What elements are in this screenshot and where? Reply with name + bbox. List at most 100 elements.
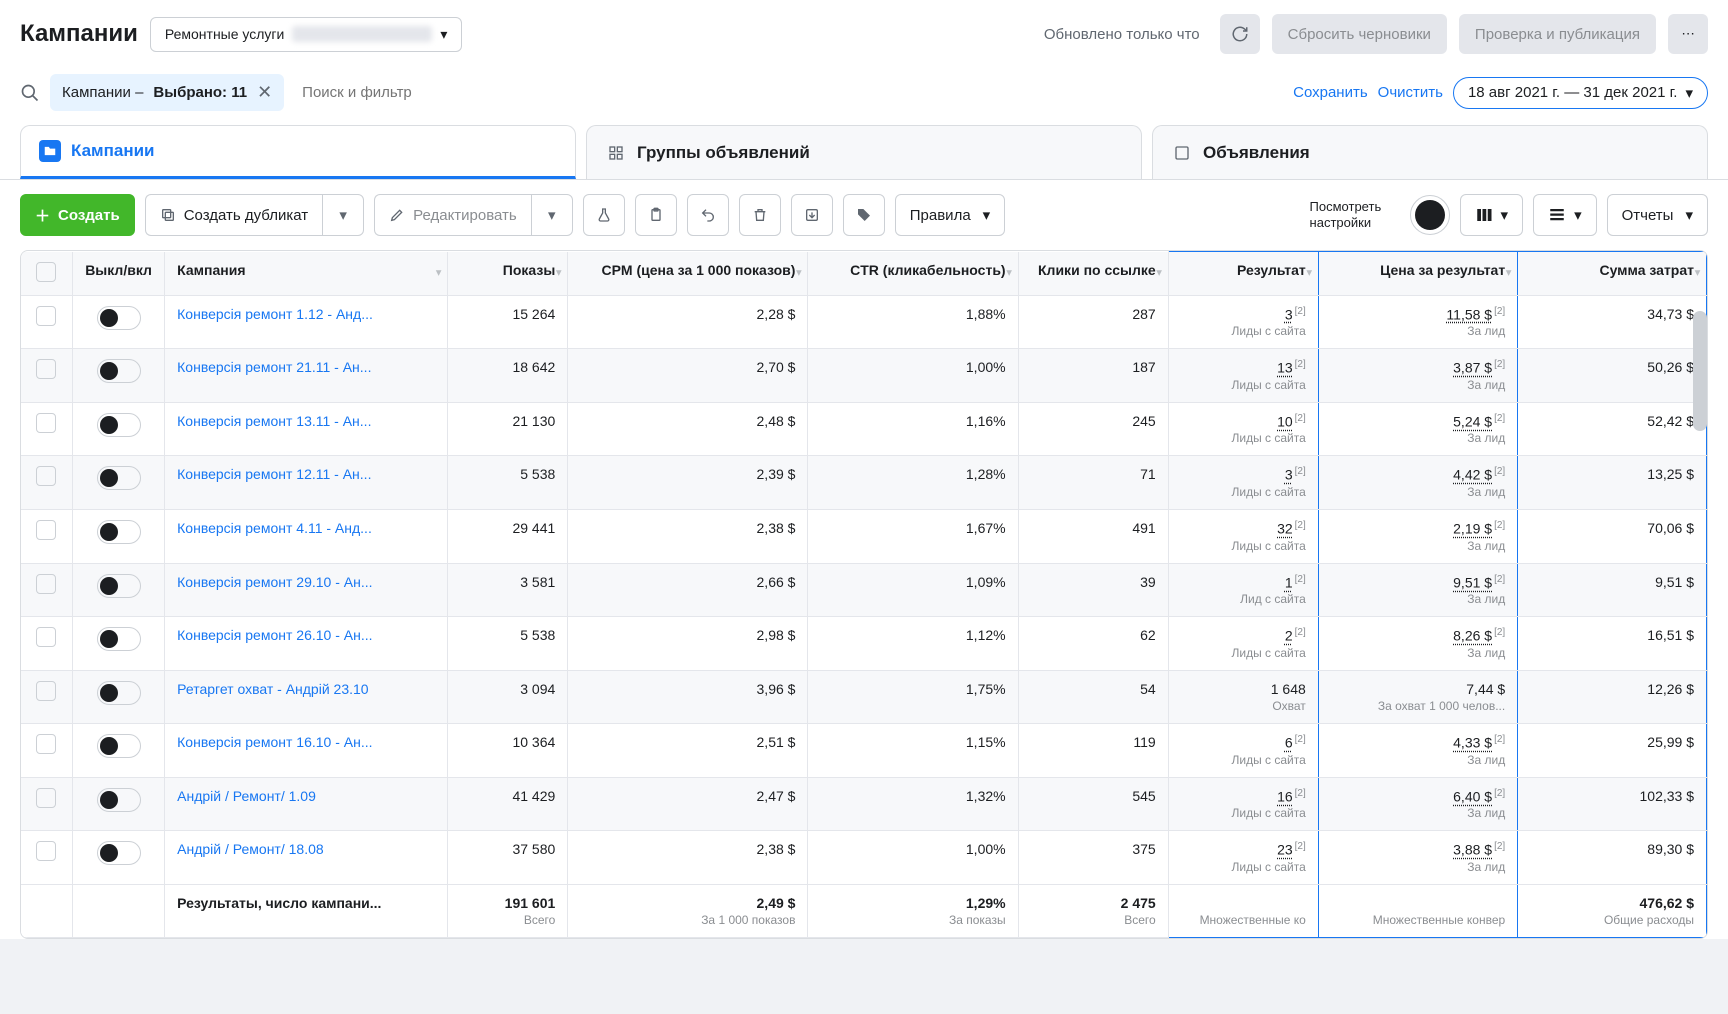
campaign-name-link[interactable]: Конверсія ремонт 21.11 - Ан... [177,359,435,375]
clear-filter-link[interactable]: Очистить [1378,84,1443,101]
header-spend[interactable]: Сумма затрат▾ [1518,252,1707,296]
cell-ctr: 1,75% [808,671,1018,724]
table-row[interactable]: Андрій / Ремонт/ 1.09 41 429 2,47 $ 1,32… [21,777,1707,831]
search-input[interactable] [294,76,1283,109]
header-impressions[interactable]: Показы▾ [448,252,568,296]
header-campaign[interactable]: Кампания▾ [165,252,448,296]
header-result[interactable]: Результат▾ [1168,252,1318,296]
filter-chip-close[interactable]: ✕ [257,82,272,103]
duplicate-more-button[interactable]: ▾ [322,194,364,236]
more-button[interactable]: ⋯ [1668,14,1708,54]
campaign-name-link[interactable]: Конверсія ремонт 13.11 - Ан... [177,413,435,429]
account-selector[interactable]: Ремонтные услуги ▾ [150,17,463,52]
row-checkbox[interactable] [21,510,72,564]
reset-drafts-button[interactable]: Сбросить черновики [1272,14,1447,54]
header-ctr[interactable]: CTR (кликабельность)▾ [808,252,1018,296]
cell-result: 1 648Охват [1168,671,1318,724]
cell-cpm: 2,70 $ [568,349,808,403]
view-toggle[interactable] [1410,195,1450,235]
row-toggle[interactable] [72,402,164,456]
export-button[interactable] [791,194,833,236]
top-bar: Кампании Ремонтные услуги ▾ Обновлено то… [0,0,1728,68]
edit-button[interactable]: Редактировать [374,194,531,236]
scrollbar[interactable] [1693,311,1707,431]
row-checkbox[interactable] [21,456,72,510]
tab-ads[interactable]: Объявления [1152,125,1708,179]
rules-label: Правила [910,207,971,224]
campaign-name-link[interactable]: Конверсія ремонт 12.11 - Ан... [177,466,435,482]
ab-test-button[interactable] [583,194,625,236]
cell-clicks: 375 [1018,831,1168,885]
cell-impressions: 3 094 [448,671,568,724]
rules-button[interactable]: Правила▾ [895,194,1005,236]
export-icon [804,207,820,223]
row-checkbox[interactable] [21,617,72,671]
campaign-name-link[interactable]: Ретаргет охват - Андрій 23.10 [177,681,435,697]
row-checkbox[interactable] [21,831,72,885]
table-row[interactable]: Конверсія ремонт 4.11 - Анд... 29 441 2,… [21,510,1707,564]
tab-campaigns[interactable]: Кампании [20,125,576,179]
copy-button[interactable] [635,194,677,236]
row-toggle[interactable] [72,349,164,403]
breakdown-button[interactable]: ▾ [1533,194,1597,236]
campaign-name-link[interactable]: Конверсія ремонт 4.11 - Анд... [177,520,435,536]
refresh-button[interactable] [1220,14,1260,54]
row-toggle[interactable] [72,831,164,885]
row-toggle[interactable] [72,563,164,617]
header-checkbox[interactable] [21,252,72,296]
campaign-name-link[interactable]: Андрій / Ремонт/ 18.08 [177,841,435,857]
header-cpm[interactable]: CPM (цена за 1 000 показов)▾ [568,252,808,296]
edit-more-button[interactable]: ▾ [531,194,573,236]
row-checkbox[interactable] [21,349,72,403]
cell-cost-per-result: 11,58 $[2]За лид [1318,295,1517,349]
row-toggle[interactable] [72,295,164,349]
columns-button[interactable]: ▾ [1460,194,1524,236]
create-button[interactable]: ＋Создать [20,194,135,236]
header-link-clicks[interactable]: Клики по ссылке▾ [1018,252,1168,296]
table-row[interactable]: Конверсія ремонт 29.10 - Ан... 3 581 2,6… [21,563,1707,617]
campaign-name-link[interactable]: Конверсія ремонт 16.10 - Ан... [177,734,435,750]
table-row[interactable]: Конверсія ремонт 12.11 - Ан... 5 538 2,3… [21,456,1707,510]
reports-button[interactable]: Отчеты▾ [1607,194,1708,236]
delete-button[interactable] [739,194,781,236]
filter-chip[interactable]: Кампании – Выбрано: 11 ✕ [50,74,284,111]
duplicate-label: Создать дубликат [184,207,308,224]
row-toggle[interactable] [72,777,164,831]
row-checkbox[interactable] [21,295,72,349]
table-row[interactable]: Конверсія ремонт 26.10 - Ан... 5 538 2,9… [21,617,1707,671]
table-row[interactable]: Конверсія ремонт 21.11 - Ан... 18 642 2,… [21,349,1707,403]
tag-button[interactable] [843,194,885,236]
table-row[interactable]: Конверсія ремонт 16.10 - Ан... 10 364 2,… [21,724,1707,778]
campaign-name-link[interactable]: Конверсія ремонт 1.12 - Анд... [177,306,435,322]
undo-button[interactable] [687,194,729,236]
campaign-name-link[interactable]: Конверсія ремонт 29.10 - Ан... [177,574,435,590]
search-row: Кампании – Выбрано: 11 ✕ Сохранить Очист… [0,68,1728,125]
header-toggle[interactable]: Выкл/вкл [72,252,164,296]
row-toggle[interactable] [72,456,164,510]
duplicate-button[interactable]: Создать дубликат [145,194,322,236]
row-toggle[interactable] [72,617,164,671]
table-row[interactable]: Конверсія ремонт 13.11 - Ан... 21 130 2,… [21,402,1707,456]
table-row[interactable]: Андрій / Ремонт/ 18.08 37 580 2,38 $ 1,0… [21,831,1707,885]
date-range-selector[interactable]: 18 авг 2021 г. — 31 дек 2021 г. ▾ [1453,77,1708,109]
row-toggle[interactable] [72,671,164,724]
row-checkbox[interactable] [21,563,72,617]
row-toggle[interactable] [72,724,164,778]
cell-ctr: 1,15% [808,724,1018,778]
row-checkbox[interactable] [21,724,72,778]
campaign-name-link[interactable]: Конверсія ремонт 26.10 - Ан... [177,627,435,643]
row-checkbox[interactable] [21,402,72,456]
table-row[interactable]: Конверсія ремонт 1.12 - Анд... 15 264 2,… [21,295,1707,349]
review-publish-button[interactable]: Проверка и публикация [1459,14,1656,54]
save-filter-link[interactable]: Сохранить [1293,84,1368,101]
edit-group: Редактировать ▾ [374,194,573,236]
campaign-name-link[interactable]: Андрій / Ремонт/ 1.09 [177,788,435,804]
table-row[interactable]: Ретаргет охват - Андрій 23.10 3 094 3,96… [21,671,1707,724]
row-checkbox[interactable] [21,777,72,831]
header-cost-per-result[interactable]: Цена за результат▾ [1318,252,1517,296]
chevron-down-icon: ▾ [1501,206,1509,224]
row-checkbox[interactable] [21,671,72,724]
chevron-down-icon: ▾ [1685,84,1693,102]
tab-adsets[interactable]: Группы объявлений [586,125,1142,179]
row-toggle[interactable] [72,510,164,564]
